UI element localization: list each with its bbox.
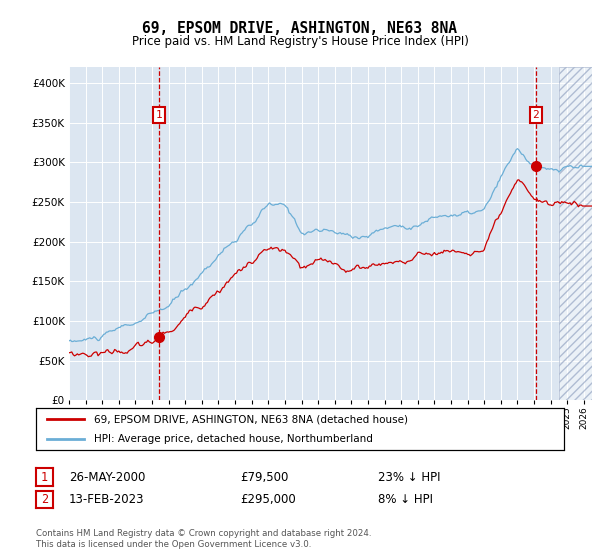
Text: 69, EPSOM DRIVE, ASHINGTON, NE63 8NA (detached house): 69, EPSOM DRIVE, ASHINGTON, NE63 8NA (de… bbox=[94, 414, 408, 424]
Text: HPI: Average price, detached house, Northumberland: HPI: Average price, detached house, Nort… bbox=[94, 434, 373, 444]
Text: 2: 2 bbox=[41, 493, 48, 506]
Text: £295,000: £295,000 bbox=[240, 493, 296, 506]
Text: 69, EPSOM DRIVE, ASHINGTON, NE63 8NA: 69, EPSOM DRIVE, ASHINGTON, NE63 8NA bbox=[143, 21, 458, 36]
Text: £79,500: £79,500 bbox=[240, 470, 289, 484]
Bar bbox=[559, 67, 592, 400]
Bar bbox=[559, 67, 592, 400]
Text: Contains HM Land Registry data © Crown copyright and database right 2024.
This d: Contains HM Land Registry data © Crown c… bbox=[36, 529, 371, 549]
Text: 1: 1 bbox=[155, 110, 162, 120]
Text: 26-MAY-2000: 26-MAY-2000 bbox=[69, 470, 145, 484]
Text: 8% ↓ HPI: 8% ↓ HPI bbox=[378, 493, 433, 506]
Text: 23% ↓ HPI: 23% ↓ HPI bbox=[378, 470, 440, 484]
Text: 1: 1 bbox=[41, 470, 48, 484]
Text: 13-FEB-2023: 13-FEB-2023 bbox=[69, 493, 145, 506]
Text: Price paid vs. HM Land Registry's House Price Index (HPI): Price paid vs. HM Land Registry's House … bbox=[131, 35, 469, 48]
Text: 2: 2 bbox=[532, 110, 539, 120]
